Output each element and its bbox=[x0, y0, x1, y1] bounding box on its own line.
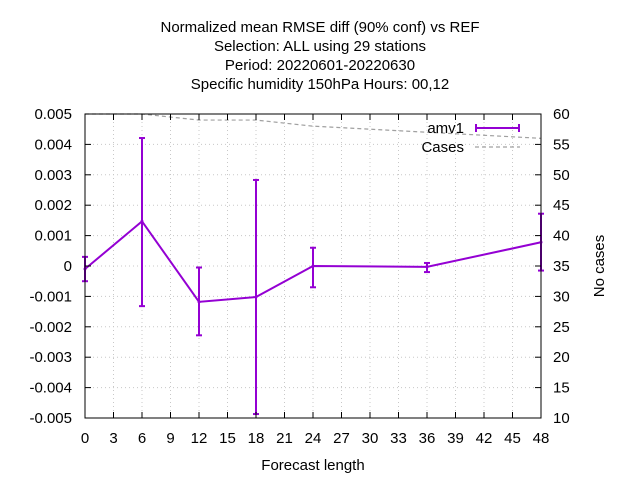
amv1-series bbox=[82, 137, 544, 416]
y-tick-label: -0.001 bbox=[29, 288, 72, 305]
x-axis-label: Forecast length bbox=[261, 457, 364, 474]
x-tick-label: 15 bbox=[219, 430, 236, 447]
x-tick-label: 27 bbox=[333, 430, 350, 447]
chart-title-line: Normalized mean RMSE diff (90% conf) vs … bbox=[161, 19, 480, 36]
x-tick-label: 39 bbox=[447, 430, 464, 447]
y-tick-label: -0.003 bbox=[29, 349, 72, 366]
y2-tick-label: 45 bbox=[553, 197, 570, 214]
amv1-point bbox=[425, 265, 429, 269]
y2-tick-label: 60 bbox=[553, 106, 570, 123]
x-tick-label: 33 bbox=[390, 430, 407, 447]
y2-tick-label: 35 bbox=[553, 258, 570, 275]
amv1-point bbox=[197, 300, 201, 304]
y-tick-label: 0 bbox=[64, 258, 72, 275]
y2-tick-label: 40 bbox=[553, 228, 570, 245]
grid bbox=[85, 114, 541, 418]
x-tick-label: 9 bbox=[166, 430, 174, 447]
x-tick-label: 21 bbox=[276, 430, 293, 447]
y-tick-label: -0.002 bbox=[29, 319, 72, 336]
legend-label-cases: Cases bbox=[421, 139, 464, 156]
y2-tick-label: 50 bbox=[553, 167, 570, 184]
y-tick-label: -0.004 bbox=[29, 380, 72, 397]
x-tick-label: 18 bbox=[248, 430, 265, 447]
y-tick-label: 0.005 bbox=[34, 106, 72, 123]
x-axis: 0 3 6 9 12 15 18 21 24 27 30 33 36 39 42 45 48 bbox=[81, 114, 550, 447]
y2-tick-label: 55 bbox=[553, 136, 570, 153]
y-tick-label: -0.005 bbox=[29, 410, 72, 427]
amv1-point bbox=[254, 295, 258, 299]
x-tick-label: 42 bbox=[476, 430, 493, 447]
x-tick-label: 0 bbox=[81, 430, 89, 447]
legend-label-amv1: amv1 bbox=[427, 120, 464, 137]
amv1-point bbox=[140, 219, 144, 223]
legend: amv1 Cases bbox=[421, 120, 520, 156]
x-tick-label: 30 bbox=[362, 430, 379, 447]
y-tick-label: 0.003 bbox=[34, 167, 72, 184]
y2-tick-label: 20 bbox=[553, 349, 570, 366]
y2-tick-label: 15 bbox=[553, 380, 570, 397]
y2-axis-label: No cases bbox=[591, 235, 608, 298]
amv1-point bbox=[311, 264, 315, 268]
chart-title-line: Period: 20220601-20220630 bbox=[225, 57, 415, 74]
chart-title: Normalized mean RMSE diff (90% conf) vs … bbox=[161, 19, 480, 93]
y-tick-label: 0.001 bbox=[34, 228, 72, 245]
y2-axis: 10 15 20 25 30 35 40 45 50 55 60 bbox=[535, 106, 570, 427]
chart-title-line: Selection: ALL using 29 stations bbox=[214, 38, 426, 55]
y2-tick-label: 10 bbox=[553, 410, 570, 427]
x-tick-label: 36 bbox=[419, 430, 436, 447]
chart-title-line: Specific humidity 150hPa Hours: 00,12 bbox=[191, 76, 449, 93]
y-axis: -0.005 -0.004 -0.003 -0.002 -0.001 0 0.001 0.00… bbox=[29, 106, 91, 427]
y2-tick-label: 30 bbox=[553, 288, 570, 305]
y-tick-label: 0.004 bbox=[34, 136, 72, 153]
legend-marks bbox=[475, 124, 520, 148]
x-tick-label: 45 bbox=[504, 430, 521, 447]
x-tick-label: 12 bbox=[191, 430, 208, 447]
y-tick-label: 0.002 bbox=[34, 197, 72, 214]
x-tick-label: 3 bbox=[109, 430, 117, 447]
x-tick-label: 48 bbox=[533, 430, 550, 447]
y2-tick-label: 25 bbox=[553, 319, 570, 336]
x-tick-label: 24 bbox=[305, 430, 322, 447]
x-tick-label: 6 bbox=[138, 430, 146, 447]
